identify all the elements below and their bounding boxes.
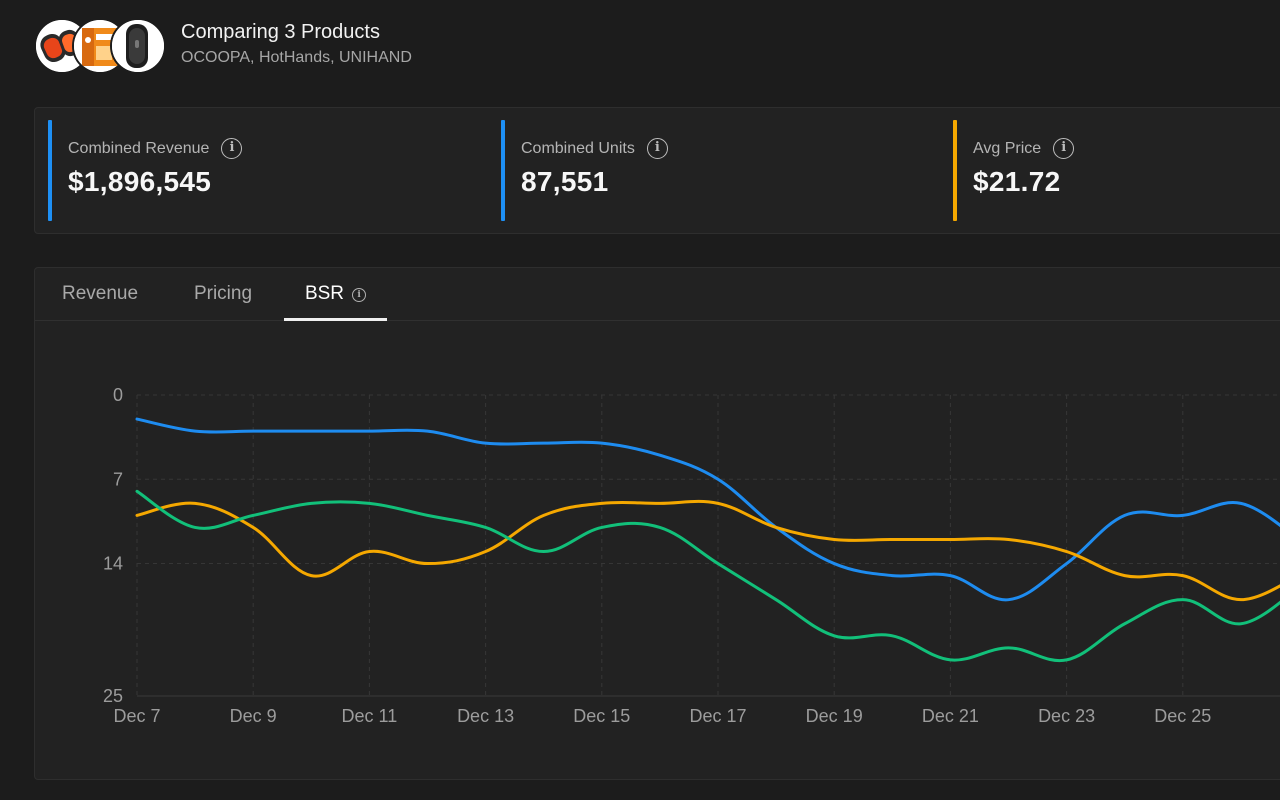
stats-card: Combined Revenue i $1,896,545 Combined Un…	[34, 107, 1280, 234]
info-icon[interactable]: i	[646, 138, 668, 159]
y-tick-label: 25	[103, 686, 123, 706]
y-tick-label: 7	[113, 469, 123, 489]
tab-label: Revenue	[61, 283, 139, 304]
stat-label: Combined Units	[521, 139, 635, 157]
stat-accent-bar	[953, 120, 957, 221]
product-avatar-unihand[interactable]	[110, 18, 166, 74]
x-tick-label: Dec 23	[1038, 706, 1095, 726]
info-icon[interactable]: i	[1053, 138, 1075, 159]
stat-accent-bar	[48, 120, 52, 221]
stat-value: $21.72	[973, 166, 1061, 197]
x-tick-label: Dec 19	[806, 706, 863, 726]
stat-label-wrap: Avg Price i	[973, 138, 1075, 159]
stat-label-wrap: Combined Units i	[521, 138, 668, 159]
series-line-2	[135, 499, 1280, 602]
tab-revenue[interactable]: Revenue	[59, 268, 141, 321]
stat-value: $1,896,545	[68, 166, 212, 197]
product-avatars	[34, 16, 166, 76]
product-list-subtitle: OCOOPA, HotHands, UNIHAND	[181, 49, 412, 66]
series-line-1	[135, 417, 1280, 602]
x-tick-label: Dec 13	[457, 706, 514, 726]
x-tick-label: Dec 15	[573, 706, 630, 726]
stat-accent-bar	[501, 120, 505, 221]
tab-label: BSR	[304, 283, 345, 304]
chart-tabs: Revenue Pricing BSR i	[35, 268, 1280, 321]
x-tick-label: Dec 25	[1154, 706, 1211, 726]
comparison-title-block: Comparing 3 Products OCOOPA, HotHands, U…	[181, 20, 781, 68]
stat-label: Combined Revenue	[68, 139, 210, 157]
page-header: Comparing 3 Products OCOOPA, HotHands, U…	[34, 16, 412, 76]
stat-value: 87,551	[521, 166, 609, 197]
tab-label: Pricing	[193, 283, 253, 304]
stat-label: Avg Price	[973, 139, 1042, 157]
tab-pricing[interactable]: Pricing	[190, 268, 256, 321]
series-line-3	[135, 489, 1280, 663]
chart-panel: Revenue Pricing BSR i 0 7 14 25 Dec 7 Dec 9 Dec…	[34, 267, 1280, 780]
x-tick-label: Dec 7	[113, 706, 160, 726]
page-title: Comparing 3 Products	[181, 21, 380, 43]
stat-label-wrap: Combined Revenue i	[68, 138, 243, 159]
y-tick-label: 0	[113, 385, 123, 405]
info-icon[interactable]: i	[352, 288, 367, 302]
x-tick-label: Dec 21	[922, 706, 979, 726]
x-tick-label: Dec 17	[689, 706, 746, 726]
y-tick-label: 14	[103, 554, 123, 574]
x-tick-label: Dec 9	[230, 706, 277, 726]
info-icon[interactable]: i	[221, 138, 243, 159]
x-tick-label: Dec 11	[342, 706, 398, 726]
tab-bsr[interactable]: BSR i	[284, 268, 387, 321]
